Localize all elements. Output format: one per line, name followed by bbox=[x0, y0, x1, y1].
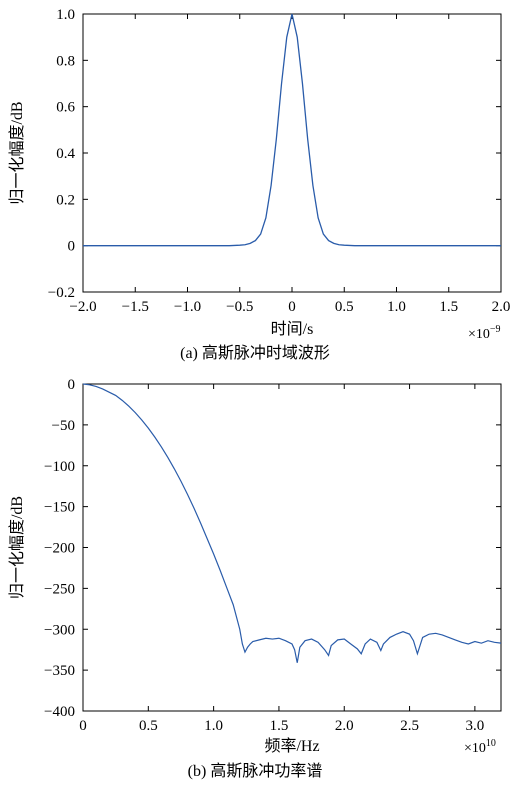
x-multiplier-b: ×1010 bbox=[464, 738, 496, 756]
x-multiplier-base-a: ×10 bbox=[468, 327, 490, 342]
x-ticks-b: 0 0.5 1.0 1.5 2.0 2.5 3.0 bbox=[79, 384, 484, 734]
y-ticks-b: 0 −50 −100 −150 −200 −250 −300 −350 −400 bbox=[44, 377, 501, 720]
x-multiplier-a: ×10−9 bbox=[468, 324, 501, 342]
y-tick-label: −350 bbox=[44, 663, 75, 679]
x-tick-label: 1.5 bbox=[439, 299, 458, 315]
chart-time-domain: −0.2 0 0.2 0.4 0.6 0.8 1.0 −2.0 −1.5 −1.0 −0.5 0 0.… bbox=[8, 7, 510, 362]
y-tick-label: −150 bbox=[44, 500, 75, 516]
x-multiplier-exp-a: −9 bbox=[490, 324, 501, 335]
y-tick-label: −200 bbox=[44, 541, 75, 557]
x-tick-label: 0 bbox=[79, 718, 87, 734]
y-tick-label: 0.6 bbox=[56, 100, 75, 116]
x-tick-label: 1.5 bbox=[270, 718, 289, 734]
x-multiplier-base-b: ×10 bbox=[464, 741, 486, 756]
x-tick-label: −0.5 bbox=[226, 299, 253, 315]
chart-power-spectrum: 0 −50 −100 −150 −200 −250 −300 −350 −400 0 0.5 1.0… bbox=[8, 377, 502, 780]
x-tick-label: 0.5 bbox=[335, 299, 354, 315]
y-tick-label: −100 bbox=[44, 459, 75, 475]
y-tick-label: 0 bbox=[68, 239, 76, 255]
y-tick-label: 0 bbox=[68, 377, 76, 393]
plot-frame-b bbox=[82, 383, 502, 712]
x-tick-label: 2.0 bbox=[492, 299, 511, 315]
x-tick-label: 2.5 bbox=[400, 718, 419, 734]
y-tick-label: −250 bbox=[44, 581, 75, 597]
y-tick-label: −300 bbox=[44, 622, 75, 638]
y-axis-label-b: 归一化幅度/dB bbox=[8, 496, 26, 599]
caption-a: (a) 高斯脉冲时域波形 bbox=[180, 344, 330, 362]
x-axis-label-a: 时间/s bbox=[271, 320, 314, 338]
x-axis-label-b: 频率/Hz bbox=[264, 737, 319, 755]
x-multiplier-exp-b: 10 bbox=[486, 738, 496, 749]
x-ticks-a: −2.0 −1.5 −1.0 −0.5 0 0.5 1.0 1.5 2.0 bbox=[69, 14, 510, 315]
y-tick-label: −50 bbox=[52, 418, 75, 434]
y-tick-label: 0.4 bbox=[56, 146, 75, 162]
caption-b: (b) 高斯脉冲功率谱 bbox=[188, 762, 323, 780]
x-tick-label: 1.0 bbox=[387, 299, 406, 315]
series-line-b bbox=[82, 383, 502, 663]
y-tick-label: 0.2 bbox=[56, 192, 75, 208]
y-ticks-a: −0.2 0 0.2 0.4 0.6 0.8 1.0 bbox=[48, 7, 501, 301]
y-tick-label: −0.2 bbox=[48, 285, 75, 301]
series-line-a bbox=[83, 13, 501, 247]
y-tick-label: 1.0 bbox=[56, 7, 75, 23]
x-tick-label: 2.0 bbox=[335, 718, 354, 734]
x-tick-label: 1.0 bbox=[204, 718, 223, 734]
x-tick-label: −2.0 bbox=[69, 299, 96, 315]
y-tick-label: 0.8 bbox=[56, 53, 75, 69]
y-axis-label-a: 归一化幅度/dB bbox=[8, 101, 26, 204]
plot-frame-a bbox=[82, 13, 502, 293]
x-tick-label: 0 bbox=[288, 299, 296, 315]
x-tick-label: −1.5 bbox=[122, 299, 149, 315]
x-tick-label: −1.0 bbox=[174, 299, 201, 315]
y-tick-label: −400 bbox=[44, 704, 75, 720]
x-tick-label: 0.5 bbox=[139, 718, 158, 734]
x-tick-label: 3.0 bbox=[466, 718, 485, 734]
